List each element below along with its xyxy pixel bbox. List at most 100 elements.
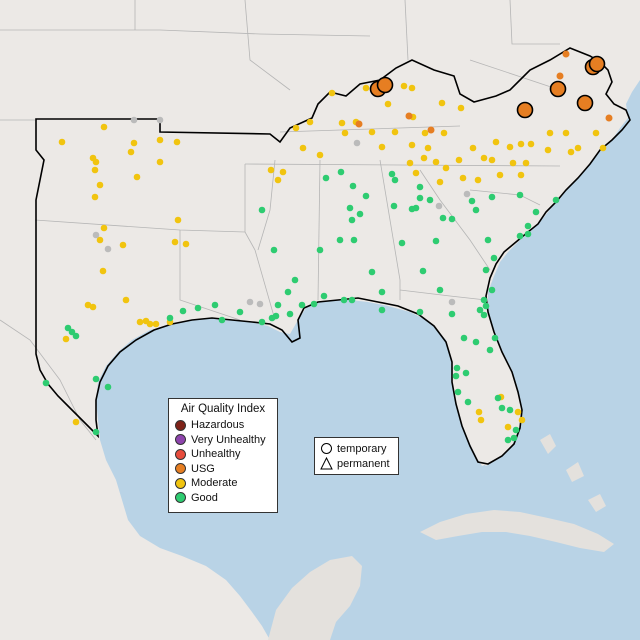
monitor-marker[interactable] xyxy=(416,194,424,202)
monitor-marker[interactable] xyxy=(316,151,324,159)
monitor-marker[interactable] xyxy=(258,206,266,214)
monitor-marker[interactable] xyxy=(408,84,416,92)
monitor-marker[interactable] xyxy=(133,173,141,181)
monitor-marker-usg[interactable] xyxy=(427,126,435,134)
monitor-marker[interactable] xyxy=(182,240,190,248)
monitor-marker[interactable] xyxy=(421,129,429,137)
monitor-marker[interactable] xyxy=(92,158,100,166)
monitor-marker[interactable] xyxy=(348,216,356,224)
monitor-marker[interactable] xyxy=(480,296,488,304)
monitor-marker[interactable] xyxy=(480,311,488,319)
monitor-marker[interactable] xyxy=(104,383,112,391)
monitor-marker[interactable] xyxy=(488,156,496,164)
monitor-marker[interactable] xyxy=(356,210,364,218)
monitor-marker[interactable] xyxy=(211,301,219,309)
monitor-marker[interactable] xyxy=(488,286,496,294)
monitor-marker[interactable] xyxy=(472,338,480,346)
monitor-marker[interactable] xyxy=(130,116,138,124)
monitor-marker[interactable] xyxy=(384,100,392,108)
monitor-marker[interactable] xyxy=(130,139,138,147)
monitor-marker[interactable] xyxy=(475,408,483,416)
monitor-marker-usg[interactable] xyxy=(556,72,564,80)
monitor-marker[interactable] xyxy=(448,310,456,318)
monitor-marker[interactable] xyxy=(460,334,468,342)
monitor-marker[interactable] xyxy=(426,196,434,204)
monitor-marker[interactable] xyxy=(516,191,524,199)
monitor-marker[interactable] xyxy=(544,146,552,154)
monitor-marker[interactable] xyxy=(91,193,99,201)
monitor-marker[interactable] xyxy=(488,193,496,201)
monitor-marker[interactable] xyxy=(96,236,104,244)
monitor-marker[interactable] xyxy=(388,170,396,178)
monitor-marker[interactable] xyxy=(476,306,484,314)
monitor-marker[interactable] xyxy=(514,408,522,416)
monitor-marker[interactable] xyxy=(92,428,100,436)
monitor-marker-usg-temporary[interactable] xyxy=(516,101,534,119)
monitor-marker[interactable] xyxy=(267,166,275,174)
monitor-marker[interactable] xyxy=(173,138,181,146)
monitor-marker[interactable] xyxy=(492,138,500,146)
monitor-marker[interactable] xyxy=(490,254,498,262)
monitor-marker[interactable] xyxy=(306,118,314,126)
monitor-marker[interactable] xyxy=(64,324,72,332)
monitor-marker[interactable] xyxy=(454,388,462,396)
monitor-marker[interactable] xyxy=(322,174,330,182)
monitor-marker[interactable] xyxy=(599,144,607,152)
monitor-marker[interactable] xyxy=(99,267,107,275)
monitor-marker[interactable] xyxy=(494,394,502,402)
monitor-marker[interactable] xyxy=(72,418,80,426)
monitor-marker[interactable] xyxy=(574,144,582,152)
monitor-marker[interactable] xyxy=(378,143,386,151)
monitor-marker[interactable] xyxy=(463,190,471,198)
monitor-marker[interactable] xyxy=(524,222,532,230)
monitor-marker[interactable] xyxy=(517,171,525,179)
monitor-marker[interactable] xyxy=(477,416,485,424)
monitor-marker-usg[interactable] xyxy=(355,120,363,128)
monitor-marker[interactable] xyxy=(246,298,254,306)
monitor-marker[interactable] xyxy=(420,154,428,162)
monitor-marker[interactable] xyxy=(256,300,264,308)
monitor-marker[interactable] xyxy=(328,89,336,97)
monitor-marker[interactable] xyxy=(532,208,540,216)
monitor-marker[interactable] xyxy=(152,320,160,328)
monitor-marker[interactable] xyxy=(469,144,477,152)
monitor-marker[interactable] xyxy=(517,140,525,148)
monitor-marker[interactable] xyxy=(506,143,514,151)
monitor-marker[interactable] xyxy=(156,116,164,124)
monitor-marker[interactable] xyxy=(89,303,97,311)
monitor-marker[interactable] xyxy=(348,296,356,304)
monitor-marker[interactable] xyxy=(362,192,370,200)
monitor-marker[interactable] xyxy=(72,332,80,340)
monitor-marker[interactable] xyxy=(468,197,476,205)
monitor-marker[interactable] xyxy=(406,159,414,167)
monitor-marker[interactable] xyxy=(346,204,354,212)
monitor-marker[interactable] xyxy=(453,364,461,372)
monitor-marker[interactable] xyxy=(166,314,174,322)
monitor-marker[interactable] xyxy=(448,215,456,223)
monitor-marker[interactable] xyxy=(440,129,448,137)
monitor-marker[interactable] xyxy=(353,139,361,147)
monitor-marker[interactable] xyxy=(298,301,306,309)
monitor-marker-usg-temporary[interactable] xyxy=(576,94,594,112)
monitor-marker[interactable] xyxy=(436,286,444,294)
monitor-marker[interactable] xyxy=(270,246,278,254)
monitor-marker[interactable] xyxy=(338,119,346,127)
monitor-marker[interactable] xyxy=(592,129,600,137)
monitor-marker[interactable] xyxy=(439,214,447,222)
monitor-marker[interactable] xyxy=(459,174,467,182)
monitor-marker[interactable] xyxy=(567,148,575,156)
monitor-marker[interactable] xyxy=(368,128,376,136)
monitor-marker[interactable] xyxy=(292,124,300,132)
monitor-marker[interactable] xyxy=(362,84,370,92)
monitor-marker[interactable] xyxy=(258,318,266,326)
monitor-marker[interactable] xyxy=(310,300,318,308)
monitor-marker[interactable] xyxy=(480,154,488,162)
monitor-marker[interactable] xyxy=(398,239,406,247)
monitor-marker[interactable] xyxy=(274,176,282,184)
monitor-marker[interactable] xyxy=(84,301,92,309)
monitor-marker[interactable] xyxy=(316,246,324,254)
monitor-marker[interactable] xyxy=(391,128,399,136)
monitor-marker[interactable] xyxy=(516,232,524,240)
monitor-marker[interactable] xyxy=(400,82,408,90)
monitor-marker[interactable] xyxy=(218,316,226,324)
